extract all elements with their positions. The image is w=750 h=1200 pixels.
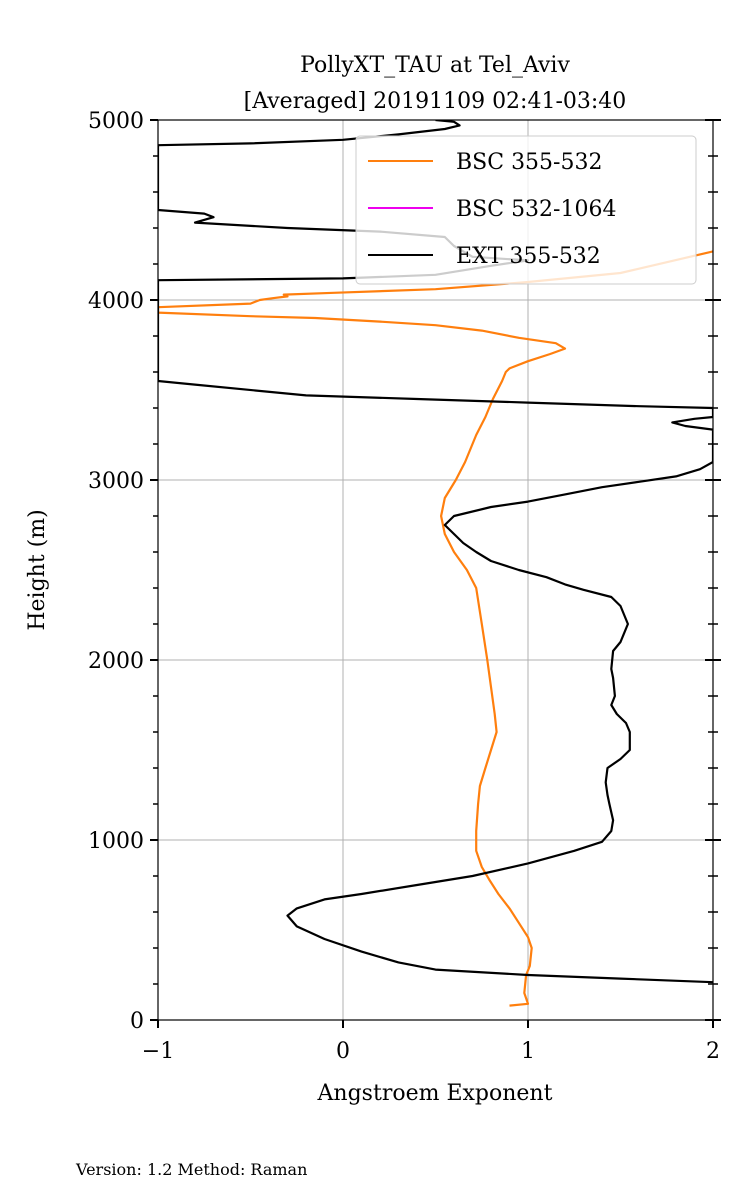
- legend: BSC 355-532 BSC 532-1064 EXT 355-532: [355, 135, 697, 285]
- y-tick-label-1: 1000: [88, 829, 144, 854]
- y-tick-label-2: 2000: [88, 649, 144, 674]
- y-tick-label-5: 5000: [88, 109, 144, 134]
- chart-title: PollyXT_TAU at Tel_Aviv: [300, 53, 570, 78]
- axis-ticks: 0 1000 2000 3000 4000 5000 −1 0 1 2: [88, 109, 721, 1064]
- y-tick-label-0: 0: [130, 1009, 144, 1034]
- legend-label-ext-355-532: EXT 355-532: [456, 244, 601, 269]
- chart-subtitle: [Averaged] 20191109 02:41-03:40: [244, 89, 627, 114]
- x-tick-label-1: 0: [336, 1039, 350, 1064]
- x-tick-label-3: 2: [706, 1039, 720, 1064]
- legend-label-bsc-532-1064: BSC 532-1064: [456, 197, 616, 222]
- y-tick-label-4: 4000: [88, 289, 144, 314]
- version-method-note: Version: 1.2 Method: Raman: [75, 1160, 307, 1179]
- x-tick-label-2: 1: [521, 1039, 535, 1064]
- series-line-bsc-355-532: [158, 250, 713, 1007]
- legend-label-bsc-355-532: BSC 355-532: [456, 150, 602, 175]
- y-axis-label: Height (m): [25, 509, 50, 630]
- plot-frame: [157, 119, 714, 1021]
- x-axis-label: Angstroem Exponent: [317, 1081, 553, 1106]
- x-tick-label-0: −1: [142, 1039, 174, 1064]
- y-tick-label-3: 3000: [88, 469, 144, 494]
- legend-box: [355, 135, 697, 285]
